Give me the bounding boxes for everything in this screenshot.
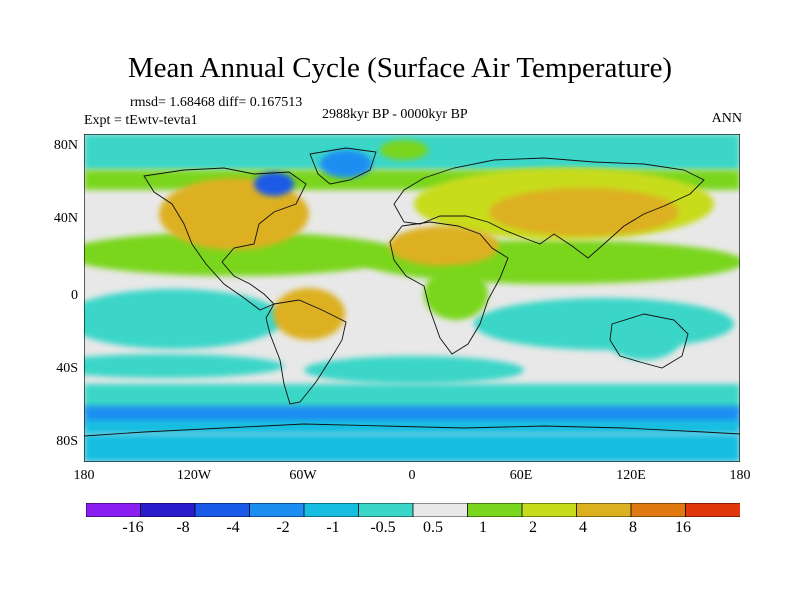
chart-title: Mean Annual Cycle (Surface Air Temperatu… bbox=[127, 52, 673, 84]
field-region bbox=[273, 288, 345, 340]
colorbar-label: -8 bbox=[176, 519, 190, 536]
australia-outline bbox=[609, 313, 689, 369]
season-label: ANN bbox=[711, 111, 742, 126]
colorbar bbox=[86, 503, 740, 517]
field-region bbox=[424, 268, 488, 320]
y-tick-label: 40N bbox=[53, 211, 78, 226]
colorbar-label: 1 bbox=[479, 519, 487, 536]
colorbar-label: -16 bbox=[122, 519, 144, 536]
temperature-map bbox=[84, 134, 740, 462]
colorbar-label: -2 bbox=[276, 519, 290, 536]
field-region bbox=[254, 172, 294, 196]
field-region bbox=[84, 232, 404, 276]
field-region bbox=[84, 434, 740, 462]
greenland-outline bbox=[309, 147, 377, 185]
x-tick-label: 180 bbox=[73, 468, 95, 483]
x-tick-label: 120E bbox=[616, 468, 646, 483]
x-tick-label: 180 bbox=[729, 468, 751, 483]
colorbar-label: 16 bbox=[675, 519, 691, 536]
colorbar-swatch bbox=[140, 503, 196, 517]
colorbar-swatch bbox=[358, 503, 414, 517]
map-field-bands bbox=[84, 134, 740, 462]
colorbar-label: 2 bbox=[529, 519, 537, 536]
colorbar-label: 4 bbox=[579, 519, 587, 536]
colorbar-label: 0.5 bbox=[423, 519, 443, 536]
colorbar-swatch bbox=[521, 503, 578, 517]
x-tick-label: 60W bbox=[289, 468, 317, 483]
colorbar-swatch bbox=[576, 503, 632, 517]
colorbar-swatch bbox=[685, 503, 740, 517]
colorbar-swatch bbox=[630, 503, 687, 517]
field-region bbox=[84, 289, 284, 349]
colorbar-label: -1 bbox=[326, 519, 340, 536]
x-tick-label: 120W bbox=[176, 468, 212, 483]
colorbar-swatch bbox=[412, 503, 469, 517]
europe-asia-outline bbox=[393, 157, 705, 259]
field-region bbox=[389, 226, 499, 266]
south-america-outline bbox=[265, 299, 347, 405]
continent-outlines bbox=[84, 147, 740, 437]
field-region bbox=[304, 356, 524, 384]
field-region bbox=[380, 140, 428, 160]
colorbar-swatches bbox=[86, 503, 740, 517]
antarctica-outline bbox=[84, 423, 740, 437]
y-tick-label: 80N bbox=[53, 138, 78, 153]
y-tick-label: 40S bbox=[56, 361, 78, 376]
north-america-outline bbox=[143, 167, 307, 311]
colorbar-label: 8 bbox=[629, 519, 637, 536]
x-tick-label: 60E bbox=[509, 468, 533, 483]
period-label: 2988kyr BP - 0000kyr BP bbox=[322, 107, 468, 122]
colorbar-swatch bbox=[86, 503, 142, 517]
colorbar-swatch bbox=[467, 503, 523, 517]
field-region bbox=[474, 298, 734, 350]
y-tick-label: 80S bbox=[56, 434, 78, 449]
colorbar-label: -0.5 bbox=[370, 519, 396, 536]
colorbar-swatch bbox=[194, 503, 251, 517]
colorbar-swatch bbox=[249, 503, 305, 517]
africa-outline bbox=[389, 221, 509, 355]
colorbar-label: -4 bbox=[226, 519, 240, 536]
field-region bbox=[608, 320, 680, 360]
field-region bbox=[489, 188, 679, 236]
y-tick-label: 0 bbox=[71, 288, 78, 303]
experiment-label: Expt = tEwtv-tevta1 bbox=[84, 113, 198, 128]
x-tick-label: 0 bbox=[408, 468, 416, 483]
field-region bbox=[159, 178, 309, 250]
stats-label: rmsd= 1.68468 diff= 0.167513 bbox=[130, 95, 303, 110]
field-region bbox=[320, 150, 372, 178]
field-region bbox=[84, 354, 284, 378]
colorbar-swatch bbox=[303, 503, 360, 517]
